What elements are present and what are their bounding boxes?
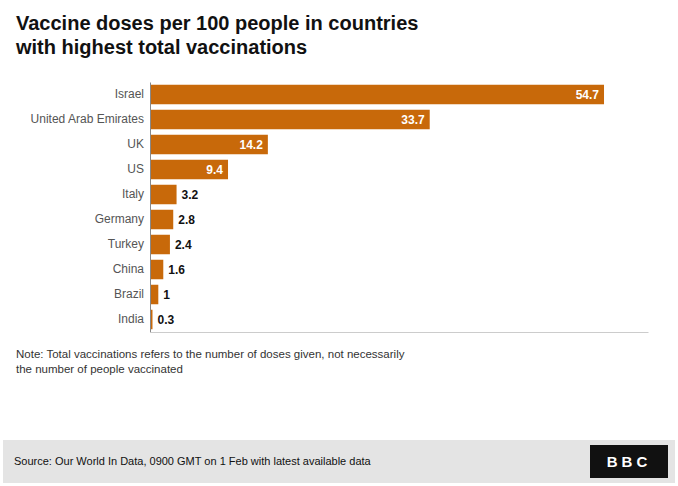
bar	[150, 210, 173, 230]
note-line: the number of people vaccinated	[16, 363, 183, 375]
chart-svg: Vaccine doses per 100 people in countrie…	[0, 0, 678, 486]
y-tick: China	[113, 262, 150, 276]
x-axis-line	[151, 332, 649, 333]
y-tick: Turkey	[108, 237, 150, 251]
note-line: Note: Total vaccinations refers to the n…	[16, 348, 405, 360]
bars	[150, 85, 604, 330]
logo-box	[590, 445, 668, 478]
title-line: with highest total vaccinations	[15, 36, 307, 58]
y-tick-label: Turkey	[108, 237, 144, 251]
bar	[150, 160, 228, 180]
y-tick-label: Italy	[122, 187, 144, 201]
bar	[150, 260, 163, 280]
y-tick: United Arab Emirates	[31, 112, 150, 126]
note: Note: Total vaccinations refers to the n…	[16, 348, 405, 375]
title: Vaccine doses per 100 people in countrie…	[15, 12, 418, 58]
plot: 0.3 1 1.6 2.4 2.8 3.2 9.4 14.2 33.7 54.7 India Braz…	[31, 83, 649, 333]
y-tick: UK	[127, 137, 150, 151]
logo: BBC	[607, 453, 652, 470]
data-label: 2.8	[178, 213, 195, 227]
bar	[150, 135, 268, 155]
data-labels: 0.3 1 1.6 2.4 2.8 3.2 9.4 14.2 33.7 54.7	[157, 88, 599, 327]
data-label: 1.6	[168, 263, 185, 277]
bar	[150, 85, 604, 105]
bar	[150, 285, 158, 305]
title-line: Vaccine doses per 100 people in countrie…	[16, 12, 418, 34]
x-axis	[151, 332, 649, 333]
y-tick-label: US	[127, 162, 144, 176]
data-label: 0.3	[157, 313, 174, 327]
y-tick: Italy	[122, 187, 150, 201]
y-tick-label: United Arab Emirates	[31, 112, 144, 126]
y-tick: Germany	[95, 212, 150, 226]
y-tick-label: Israel	[115, 87, 144, 101]
background	[0, 0, 678, 486]
y-tick-label: China	[113, 262, 145, 276]
y-tick-label: India	[118, 312, 144, 326]
footer	[3, 440, 675, 483]
y-tick: US	[127, 162, 150, 176]
data-label: 3.2	[182, 188, 199, 202]
source: Source: Our World In Data, 0900 GMT on 1…	[14, 455, 372, 467]
y-tick: Brazil	[114, 287, 150, 301]
data-label: 1	[163, 288, 170, 302]
data-label: 9.4	[206, 163, 223, 177]
bar	[150, 185, 177, 205]
data-label: 2.4	[175, 238, 192, 252]
y-tick-label: Germany	[95, 212, 144, 226]
y-axis-line	[150, 83, 151, 333]
bar	[150, 110, 430, 130]
y-axis: India Brazil China Turkey Germany Italy US UK Un…	[31, 83, 151, 333]
data-label: 54.7	[576, 88, 600, 102]
y-tick-label: Brazil	[114, 287, 144, 301]
data-label: 33.7	[401, 113, 425, 127]
y-tick-label: UK	[127, 137, 144, 151]
y-tick: India	[118, 312, 150, 326]
data-label: 14.2	[240, 138, 264, 152]
y-tick: Israel	[115, 87, 150, 101]
bar	[150, 235, 170, 255]
